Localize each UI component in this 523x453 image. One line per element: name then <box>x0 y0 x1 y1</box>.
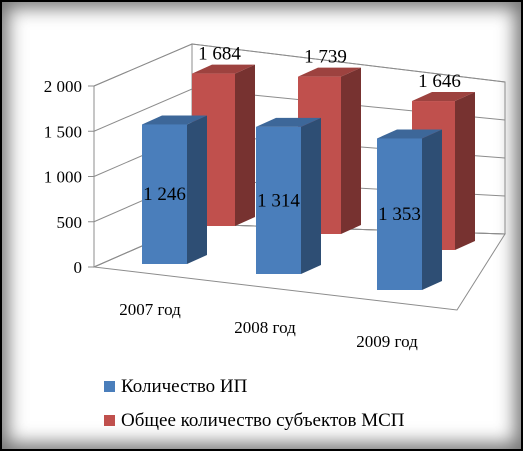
x-tick-label: 2009 год <box>356 332 418 351</box>
legend-swatch <box>104 415 115 426</box>
bar-top <box>298 67 361 77</box>
data-label: 1 246 <box>143 184 186 205</box>
legend: Количество ИП Общее количество субъектов … <box>104 376 405 431</box>
legend-entry: Общее количество субъектов МСП <box>104 410 405 431</box>
data-label: 1 646 <box>418 71 461 92</box>
data-label: 1 684 <box>198 44 241 65</box>
gridline <box>93 43 506 87</box>
y-tick-label: 0 <box>74 258 83 277</box>
bar-top <box>412 92 475 102</box>
bar <box>256 117 321 274</box>
bar-top <box>256 117 321 127</box>
series-front-bars <box>142 115 442 290</box>
legend-entry: Количество ИП <box>104 376 248 397</box>
bar-side <box>455 92 475 250</box>
legend-swatch <box>104 381 115 392</box>
bar-top <box>377 129 442 139</box>
y-tick-label: 1 500 <box>44 122 82 141</box>
x-tick-label: 2008 год <box>234 318 296 337</box>
y-axis-ticks: 0 500 1 000 1 500 2 000 <box>44 77 94 277</box>
data-label: 1 739 <box>304 47 347 68</box>
bar-top <box>192 64 255 74</box>
legend-label: Количество ИП <box>121 376 248 397</box>
data-labels: 1 684 1 739 1 646 1 246 1 314 1 353 <box>143 44 461 226</box>
y-tick-label: 2 000 <box>44 77 82 96</box>
y-tick-label: 500 <box>57 213 83 232</box>
legend-label: Общее количество субъектов МСП <box>121 410 405 431</box>
bar-side <box>301 117 321 274</box>
x-axis-ticks: 2007 год 2008 год 2009 год <box>119 300 418 351</box>
bar <box>377 129 442 290</box>
bar-front <box>256 126 301 274</box>
bar-front <box>142 124 187 264</box>
bar-side <box>235 64 255 227</box>
bar-top <box>142 115 207 125</box>
x-tick-label: 2007 год <box>119 300 181 319</box>
bar-front <box>377 138 422 290</box>
bar <box>142 115 207 264</box>
bar-side <box>341 67 361 234</box>
data-label: 1 353 <box>378 204 421 225</box>
bar-side <box>422 129 442 290</box>
y-tick-label: 1 000 <box>44 168 82 187</box>
data-label: 1 314 <box>257 190 300 211</box>
bar-side <box>187 115 207 264</box>
